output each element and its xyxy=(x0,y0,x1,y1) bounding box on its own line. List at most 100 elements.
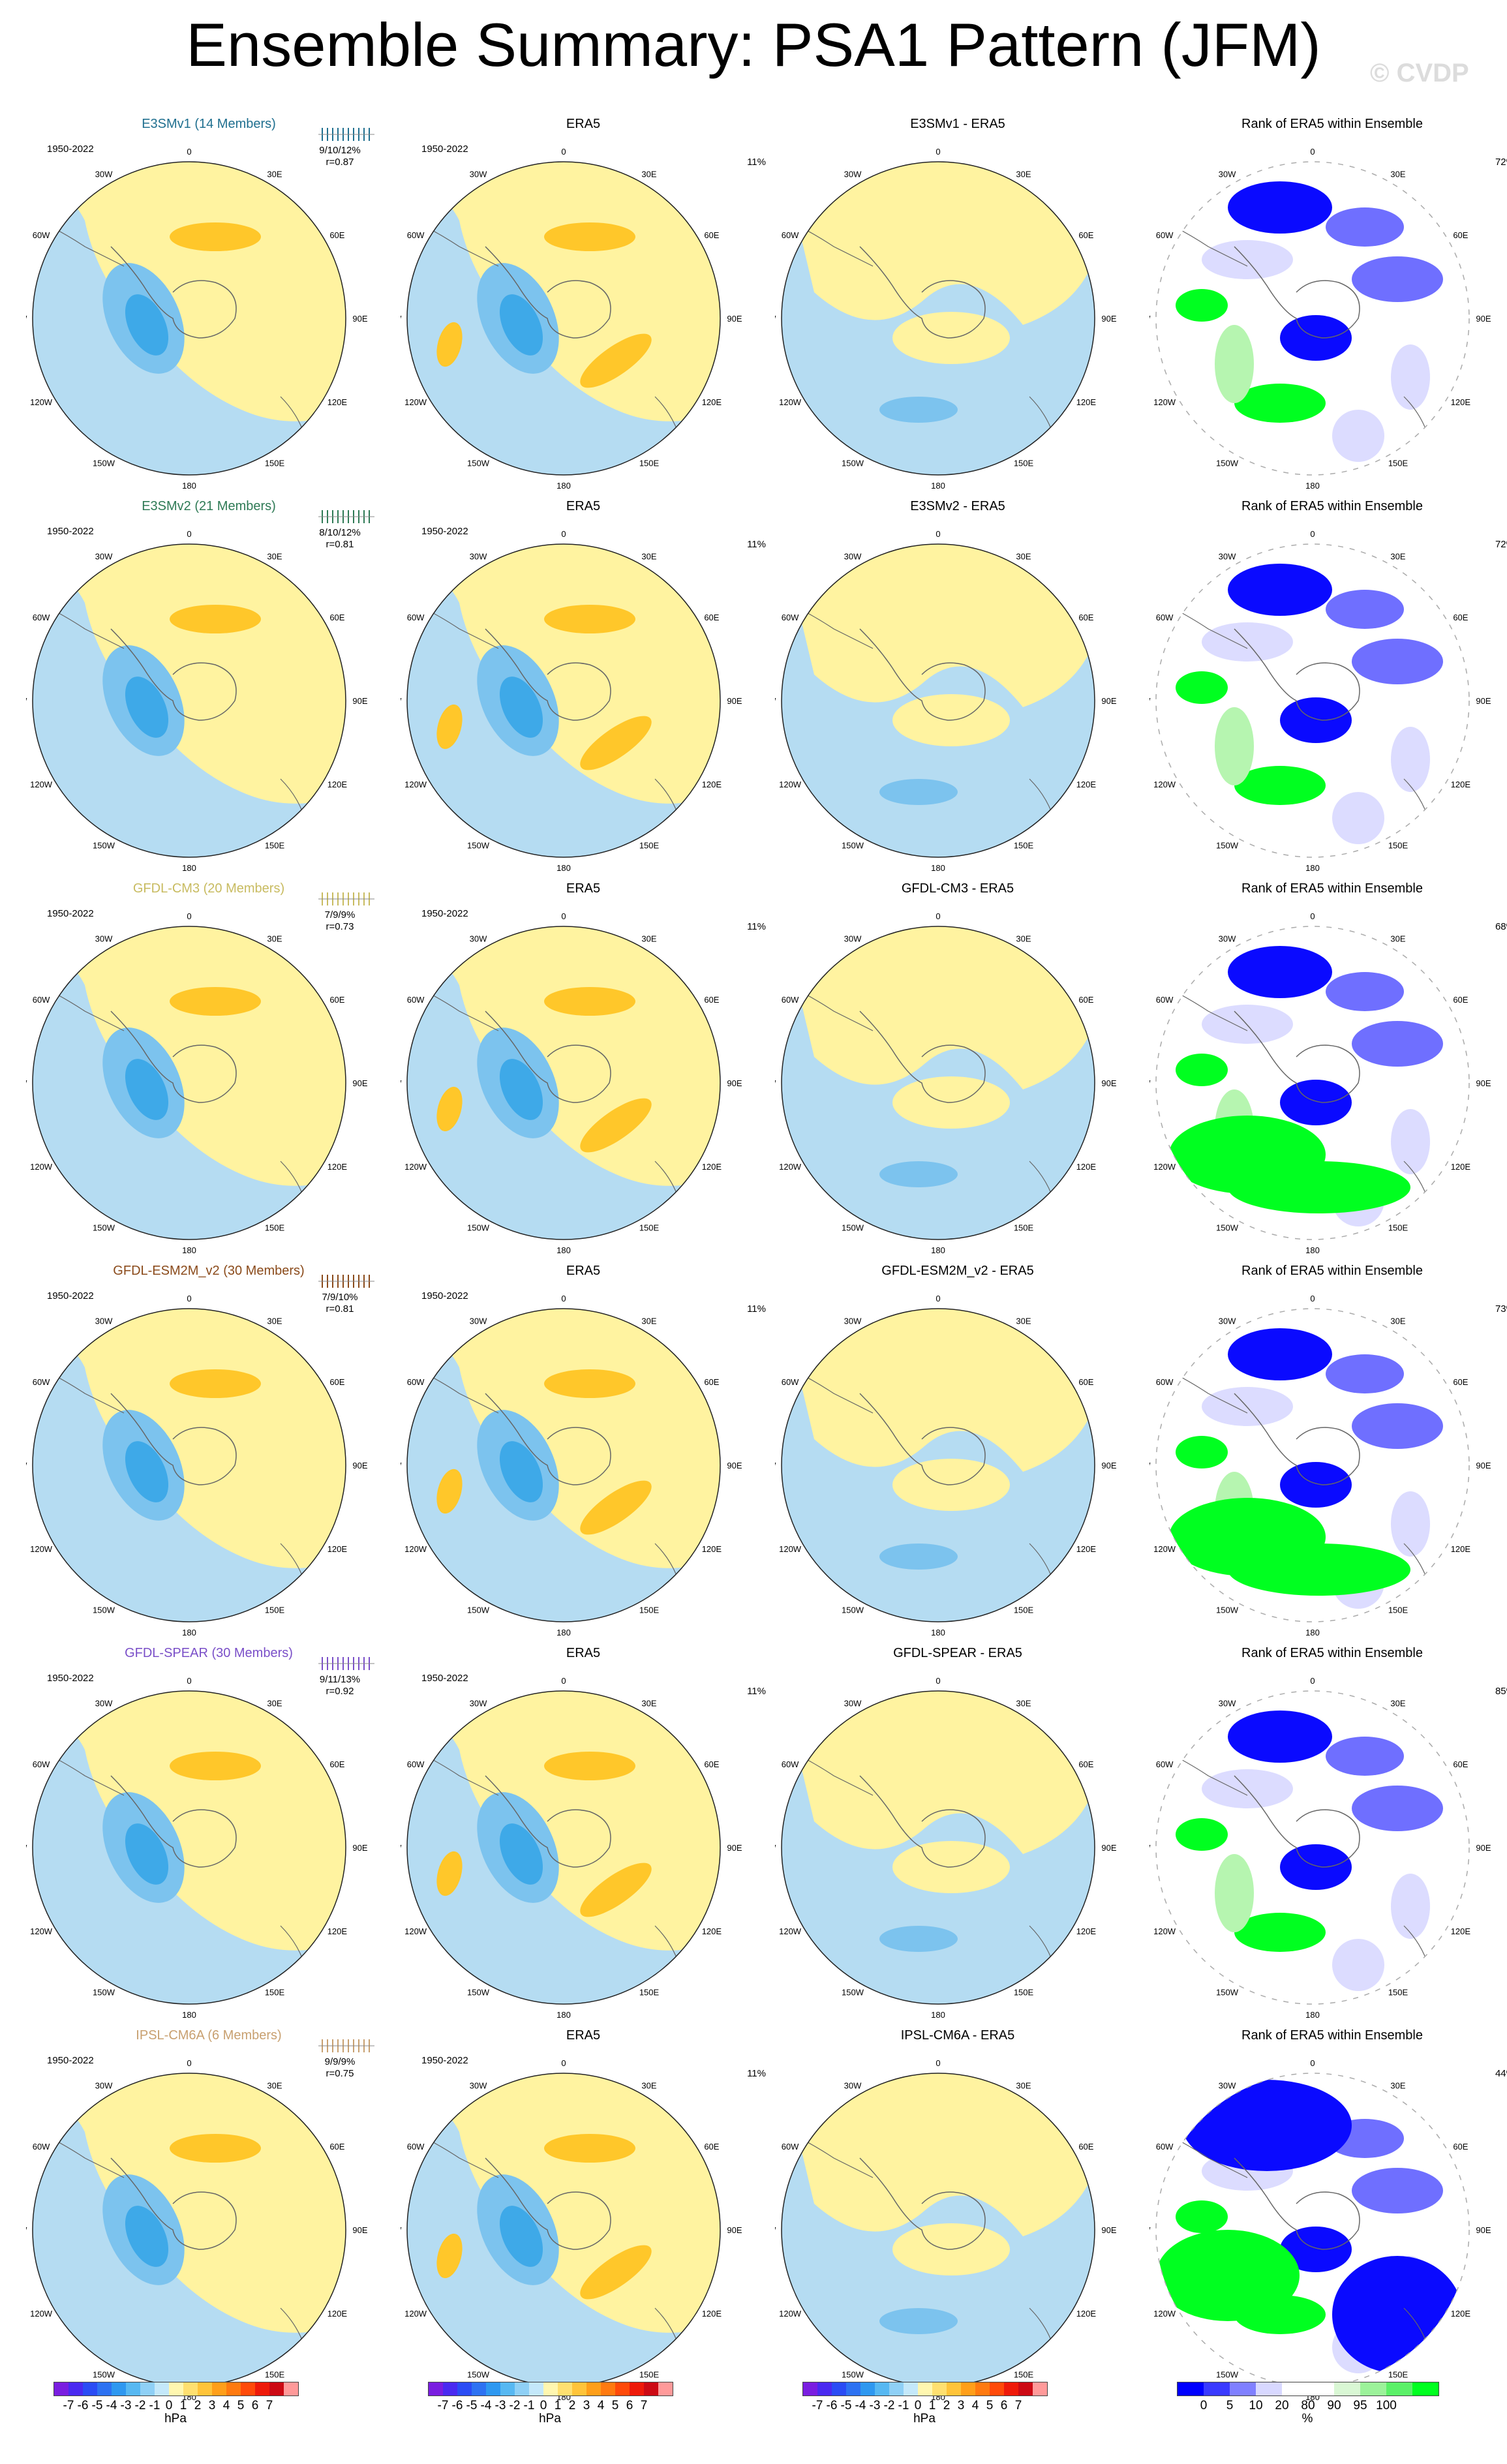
era5-panel: ERA5 0 30E 60E 90E 120E 150E 180 150W 120W 90W 60W 3… xyxy=(401,499,778,881)
rank-blob xyxy=(1280,1844,1352,1890)
panel-title: ERA5 xyxy=(566,881,601,896)
longitude-label: 90E xyxy=(352,1843,367,1853)
longitude-label: 150W xyxy=(93,841,115,851)
label-bar-swatch xyxy=(429,2382,443,2396)
years-label: 1950-2022 xyxy=(421,526,468,537)
years-label: 1950-2022 xyxy=(47,1673,94,1684)
years-label: 1950-2022 xyxy=(47,2055,94,2066)
longitude-label: 60W xyxy=(1156,1759,1174,1769)
longitude-label: 150W xyxy=(93,1605,115,1615)
label-bar-tick: 3 xyxy=(583,2399,590,2412)
longitude-label: 150E xyxy=(1388,2370,1408,2380)
label-bar-swatch xyxy=(875,2382,889,2396)
label-bar-tick: 5 xyxy=(986,2399,994,2412)
longitude-label: 30E xyxy=(641,1316,656,1326)
label-bar-swatch xyxy=(1256,2382,1282,2396)
longitude-label: 180 xyxy=(556,1628,571,1637)
diff-positive-area xyxy=(782,162,1095,325)
map-boundary xyxy=(32,1308,346,1622)
antarctica-coastline xyxy=(859,628,986,721)
longitude-label: 30E xyxy=(641,551,656,561)
longitude-label: 180 xyxy=(556,2010,571,2020)
longitude-label: 150W xyxy=(467,2370,490,2380)
label-bar-swatch xyxy=(832,2382,846,2396)
antarctica-coastline xyxy=(859,1775,986,1868)
positive-core xyxy=(544,2134,635,2163)
longitude-label: 150W xyxy=(467,1605,490,1615)
label-bar-swatch xyxy=(658,2382,673,2396)
label-bar-tick: -5 xyxy=(91,2399,103,2412)
longitude-label: 60W xyxy=(407,995,425,1005)
label-bar-swatch xyxy=(226,2382,241,2396)
longitude-label: 60W xyxy=(33,230,50,240)
longitude-label: 60E xyxy=(1078,995,1093,1005)
label-bar-tick: 2 xyxy=(568,2399,576,2412)
label-bar-swatch xyxy=(904,2382,918,2396)
member-ticks xyxy=(318,510,374,523)
percent-variance-label: 11% xyxy=(747,921,766,932)
longitude-label: 180 xyxy=(931,2010,945,2020)
longitude-label: 150E xyxy=(639,459,660,468)
longitude-label: 30E xyxy=(1016,1316,1031,1326)
longitude-label: 0 xyxy=(936,1676,940,1686)
longitude-label: 120W xyxy=(1153,1162,1176,1172)
longitude-label: 120E xyxy=(1076,1926,1097,1936)
negative-area xyxy=(407,956,720,1240)
longitude-label: 90W xyxy=(1149,1078,1151,1088)
difference-panel: GFDL-CM3 - ERA5 0 30E 60E 90E 120E 150E 180 150W… xyxy=(775,881,1152,1264)
years-label: 1950-2022 xyxy=(47,908,94,919)
label-bar-swatch xyxy=(615,2382,630,2396)
label-bar-tick: 7 xyxy=(266,2399,273,2412)
rank-blob xyxy=(1176,1436,1228,1468)
longitude-label: 180 xyxy=(931,1628,945,1637)
pattern-stats: 7/9/10% r=0.81 xyxy=(322,1292,358,1315)
label-bar-tick: 5 xyxy=(611,2399,619,2412)
longitude-label: 90E xyxy=(1101,2225,1116,2235)
polar-map: 0 30E 60E 90E 120E 150E 180 150W 120W 90W 60W 30W xyxy=(775,911,1117,1255)
longitude-label: 120W xyxy=(30,1926,53,1936)
longitude-label: 0 xyxy=(1310,147,1315,157)
label-bar-swatch xyxy=(803,2382,817,2396)
positive-core xyxy=(170,987,261,1016)
longitude-label: 30W xyxy=(470,2080,487,2090)
negative-area xyxy=(407,1338,720,1622)
longitude-label: 60E xyxy=(1453,2142,1468,2152)
label-bar-swatch xyxy=(601,2382,615,2396)
longitude-label: 120E xyxy=(1451,1162,1471,1172)
rank-blob xyxy=(1228,1328,1332,1380)
rank-blob xyxy=(1280,1462,1352,1508)
pattern-stats: 8/10/12% r=0.81 xyxy=(319,527,361,550)
antarctica-coastline xyxy=(110,628,237,721)
member-ticks xyxy=(318,1657,374,1670)
pattern-stats: 7/9/9% r=0.73 xyxy=(324,909,356,932)
label-bar-swatch xyxy=(241,2382,255,2396)
antarctica-coastline xyxy=(1234,1775,1360,1868)
longitude-label: 90E xyxy=(1101,314,1116,324)
longitude-label: 30E xyxy=(641,934,656,943)
rank-blob xyxy=(1234,1913,1326,1952)
longitude-label: 60E xyxy=(1078,613,1093,622)
antarctica-coastline xyxy=(859,2157,986,2250)
longitude-label: 180 xyxy=(556,481,571,491)
label-bar-tick: -5 xyxy=(466,2399,478,2412)
antarctica-coastline xyxy=(485,246,611,339)
longitude-label: 30W xyxy=(844,2080,862,2090)
longitude-label: 30W xyxy=(95,1316,113,1326)
longitude-label: 150W xyxy=(93,1223,115,1233)
label-bar-tick: -1 xyxy=(898,2399,909,2412)
longitude-label: 60W xyxy=(407,230,425,240)
map-boundary xyxy=(781,1690,1095,2005)
longitude-label: 60E xyxy=(704,995,719,1005)
longitude-label: 0 xyxy=(187,147,191,157)
rank-blob xyxy=(1391,727,1430,792)
longitude-label: 180 xyxy=(1305,1628,1320,1637)
map-boundary xyxy=(32,161,346,476)
positive-core xyxy=(544,605,635,633)
longitude-label: 150W xyxy=(842,1223,864,1233)
rank-blob xyxy=(1202,1387,1293,1426)
antarctica-coastline xyxy=(110,2157,237,2250)
label-bar-swatch xyxy=(990,2382,1004,2396)
label-bar-swatch xyxy=(1033,2382,1047,2396)
label-bar-swatch xyxy=(543,2382,558,2396)
map-boundary xyxy=(781,926,1095,1240)
